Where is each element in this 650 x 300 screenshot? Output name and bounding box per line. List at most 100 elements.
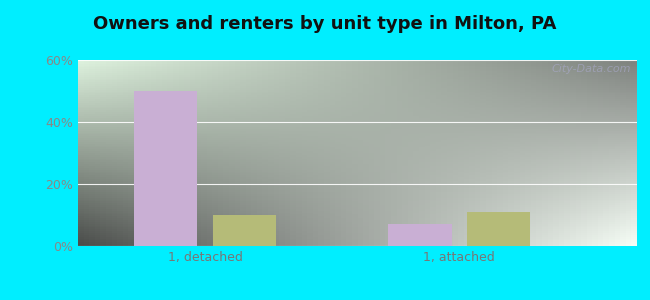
Bar [156, 200, 162, 201]
Bar [330, 134, 335, 136]
Bar [536, 106, 542, 108]
Bar [341, 153, 346, 155]
Bar [346, 160, 352, 162]
Bar [419, 146, 424, 147]
Bar [140, 114, 145, 116]
Bar [508, 203, 514, 205]
Bar [441, 214, 447, 216]
Bar [318, 209, 324, 211]
Bar [318, 79, 324, 80]
Bar [179, 86, 184, 88]
Bar [168, 116, 173, 118]
Bar [78, 244, 84, 246]
Bar [380, 92, 385, 94]
Bar [402, 244, 408, 246]
Bar [475, 122, 480, 123]
Bar [313, 123, 318, 125]
Bar [224, 101, 229, 103]
Bar [296, 227, 302, 229]
Bar [369, 240, 374, 242]
Bar [235, 131, 240, 133]
Bar [369, 212, 374, 214]
Bar [78, 207, 84, 209]
Bar [542, 108, 547, 110]
Bar [224, 222, 229, 224]
Bar [168, 153, 173, 155]
Bar [369, 122, 374, 123]
Bar [162, 222, 168, 224]
Bar [128, 151, 134, 153]
Bar [123, 136, 128, 138]
Bar [352, 160, 358, 162]
Bar [324, 175, 330, 177]
Bar [307, 229, 313, 231]
Bar [391, 125, 396, 127]
Bar [246, 133, 252, 134]
Bar [128, 84, 134, 86]
Bar [369, 112, 374, 114]
Bar [335, 166, 341, 168]
Bar [447, 151, 452, 153]
Bar [134, 160, 140, 162]
Bar [542, 60, 547, 62]
Bar [291, 69, 296, 71]
Bar [480, 112, 486, 114]
Bar [285, 118, 291, 119]
Bar [575, 103, 581, 105]
Bar [296, 235, 302, 237]
Bar [280, 155, 285, 157]
Bar [285, 181, 291, 183]
Bar [626, 110, 631, 112]
Bar [268, 207, 274, 209]
Bar [508, 175, 514, 177]
Bar [246, 79, 252, 80]
Bar [497, 209, 503, 211]
Bar [402, 226, 408, 227]
Bar [564, 101, 570, 103]
Bar [424, 155, 430, 157]
Bar [291, 62, 296, 64]
Bar [346, 224, 352, 226]
Bar [313, 125, 318, 127]
Bar [335, 88, 341, 90]
Bar [531, 227, 536, 229]
Bar [592, 160, 598, 162]
Bar [224, 84, 229, 86]
Bar [128, 90, 134, 92]
Bar [224, 73, 229, 75]
Bar [620, 155, 626, 157]
Bar [620, 220, 626, 222]
Bar [352, 192, 358, 194]
Bar [391, 173, 396, 175]
Bar [491, 220, 497, 222]
Bar [280, 114, 285, 116]
Bar [369, 94, 374, 95]
Bar [553, 133, 559, 134]
Bar [408, 86, 413, 88]
Bar [402, 222, 408, 224]
Bar [363, 82, 369, 84]
Bar [615, 101, 620, 103]
Bar [503, 237, 508, 239]
Bar [391, 69, 396, 71]
Bar [458, 101, 463, 103]
Bar [324, 71, 330, 73]
Bar [497, 240, 503, 242]
Bar [95, 134, 100, 136]
Bar [201, 203, 207, 205]
Bar [173, 216, 179, 218]
Bar [173, 218, 179, 220]
Bar [458, 179, 463, 181]
Bar [89, 172, 95, 173]
Bar [564, 84, 570, 86]
Bar [369, 90, 374, 92]
Bar [156, 140, 162, 142]
Bar [168, 192, 173, 194]
Bar [369, 103, 374, 105]
Bar [117, 69, 123, 71]
Bar [100, 75, 106, 77]
Bar [402, 183, 408, 184]
Bar [84, 60, 89, 62]
Bar [140, 105, 145, 106]
Bar [78, 175, 84, 177]
